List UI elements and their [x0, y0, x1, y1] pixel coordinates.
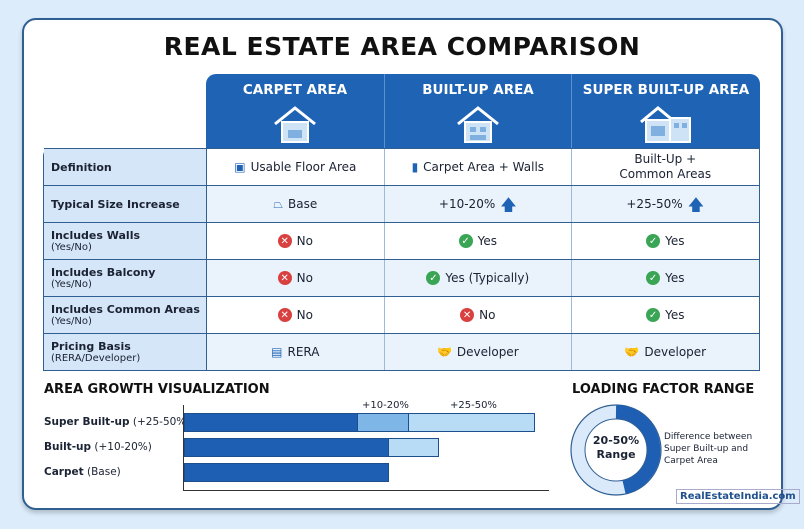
row-label: Includes Balcony (Yes/No): [44, 260, 207, 296]
row-label: Includes Common Areas (Yes/No): [44, 297, 207, 333]
table-cell: ▮ Carpet Area + Walls: [385, 149, 572, 185]
table-row: Pricing Basis (RERA/Developer) ▤ RERA 🤝 Devel…: [44, 333, 759, 370]
check-icon: ✓: [646, 234, 661, 248]
donut-center-label: Range: [596, 448, 636, 461]
bar-builtup-base: [184, 438, 389, 457]
table-cell: ✓ Yes: [572, 223, 759, 259]
check-icon: ✓: [426, 271, 441, 285]
x-icon: ✕: [277, 234, 292, 248]
bar-super-builtup-increment: [357, 413, 409, 432]
donut-center-value: 20-50%: [592, 434, 640, 447]
table-cell: 🤝 Developer: [571, 334, 759, 370]
check-icon: ✓: [646, 271, 661, 285]
table-cell: ⏢ Base: [206, 186, 386, 222]
page-title: REAL ESTATE AREA COMPARISON: [163, 32, 641, 61]
table-cell: +25-50% 🡅: [571, 186, 759, 222]
document-icon: ▤: [271, 344, 283, 359]
table-cell: Built-Up + Common Areas: [619, 152, 712, 181]
header-built-up-area: BUILT-UP AREA: [385, 74, 572, 148]
table-cell: ▣ Usable Floor Area: [207, 149, 386, 185]
house-icon: [457, 106, 499, 143]
logo: RealEstateIndia.com: [676, 489, 800, 504]
table-cell: ✓ Yes: [572, 297, 759, 333]
table-row: Includes Walls (Yes/No) ✕ No ✓ Yes ✓ Yes: [44, 222, 759, 259]
table-cell: ✕ No: [206, 260, 386, 296]
table-row: Definition ▣ Usable Floor Area ▮ Carpet Area…: [44, 148, 759, 185]
row-label: Includes Walls (Yes/No): [44, 223, 207, 259]
header-super-built-up-area: SUPER BUILT-UP AREA: [572, 74, 760, 148]
handshake-icon: 🤝: [436, 344, 452, 359]
table-cell: 🤝 Developer: [385, 334, 572, 370]
table-cell: ✓ Yes: [571, 260, 759, 296]
table-row: Includes Common Areas (Yes/No) ✕ No ✕ No ✓ Yes: [44, 296, 759, 333]
donut-range-arc: [615, 405, 661, 494]
bar-carpet: [184, 463, 389, 482]
check-icon: ✓: [458, 234, 473, 248]
bar-label: Built-up (+10-20%): [44, 441, 152, 453]
bar-label: Super Built-up (+25-50%): [44, 416, 191, 428]
y-axis: [183, 405, 184, 491]
header-carpet-area: CARPET AREA: [206, 74, 385, 148]
house-icon: [274, 106, 316, 143]
table-cell: +10-20% 🡅: [385, 186, 572, 222]
x-icon: ✕: [277, 271, 292, 285]
x-axis: [183, 490, 549, 491]
bar-super-common-increment: [408, 413, 535, 432]
loading-donut: [570, 404, 662, 496]
loading-title: LOADING FACTOR RANGE: [572, 382, 755, 397]
bar-builtup-increment: [388, 438, 439, 457]
bar-label: Carpet (Base): [44, 466, 121, 478]
table-row: Includes Balcony (Yes/No) ✕ No ✓ Yes (Typical…: [44, 259, 759, 296]
loading-description: Difference between Super Built-up and Ca…: [664, 432, 753, 466]
table-cell: ✕ No: [207, 223, 386, 259]
table-cell: ✓ Yes: [385, 223, 572, 259]
table-row: Typical Size Increase ⏢ Base +10-20% 🡅 +25-50…: [44, 185, 759, 222]
ruler-icon: ▮: [411, 159, 419, 174]
bar-super-base: [184, 413, 358, 432]
row-label: Typical Size Increase: [44, 186, 207, 222]
tick-label: +10-20%: [362, 400, 409, 411]
table-cell: ✓ Yes (Typically): [385, 260, 572, 296]
tick-label: +25-50%: [450, 400, 497, 411]
table-cell: ▤ RERA: [206, 334, 386, 370]
building-icon: [640, 106, 691, 143]
growth-title: AREA GROWTH VISUALIZATION: [44, 382, 270, 397]
handshake-icon: 🤝: [624, 344, 640, 359]
check-icon: ✓: [646, 308, 661, 322]
arrow-up-icon: 🡅: [500, 194, 517, 214]
row-label: Pricing Basis (RERA/Developer): [44, 334, 207, 370]
room-icon: ▣: [234, 159, 246, 174]
x-icon: ✕: [277, 308, 292, 322]
comparison-table: Definition ▣ Usable Floor Area ▮ Carpet Area…: [43, 148, 760, 371]
table-cell: ✕ No: [207, 297, 386, 333]
x-icon: ✕: [460, 308, 475, 322]
table-cell: ✕ No: [385, 297, 572, 333]
row-label: Definition: [44, 149, 207, 185]
arrow-up-icon: 🡅: [687, 194, 705, 214]
base-icon: ⏢: [273, 196, 283, 211]
